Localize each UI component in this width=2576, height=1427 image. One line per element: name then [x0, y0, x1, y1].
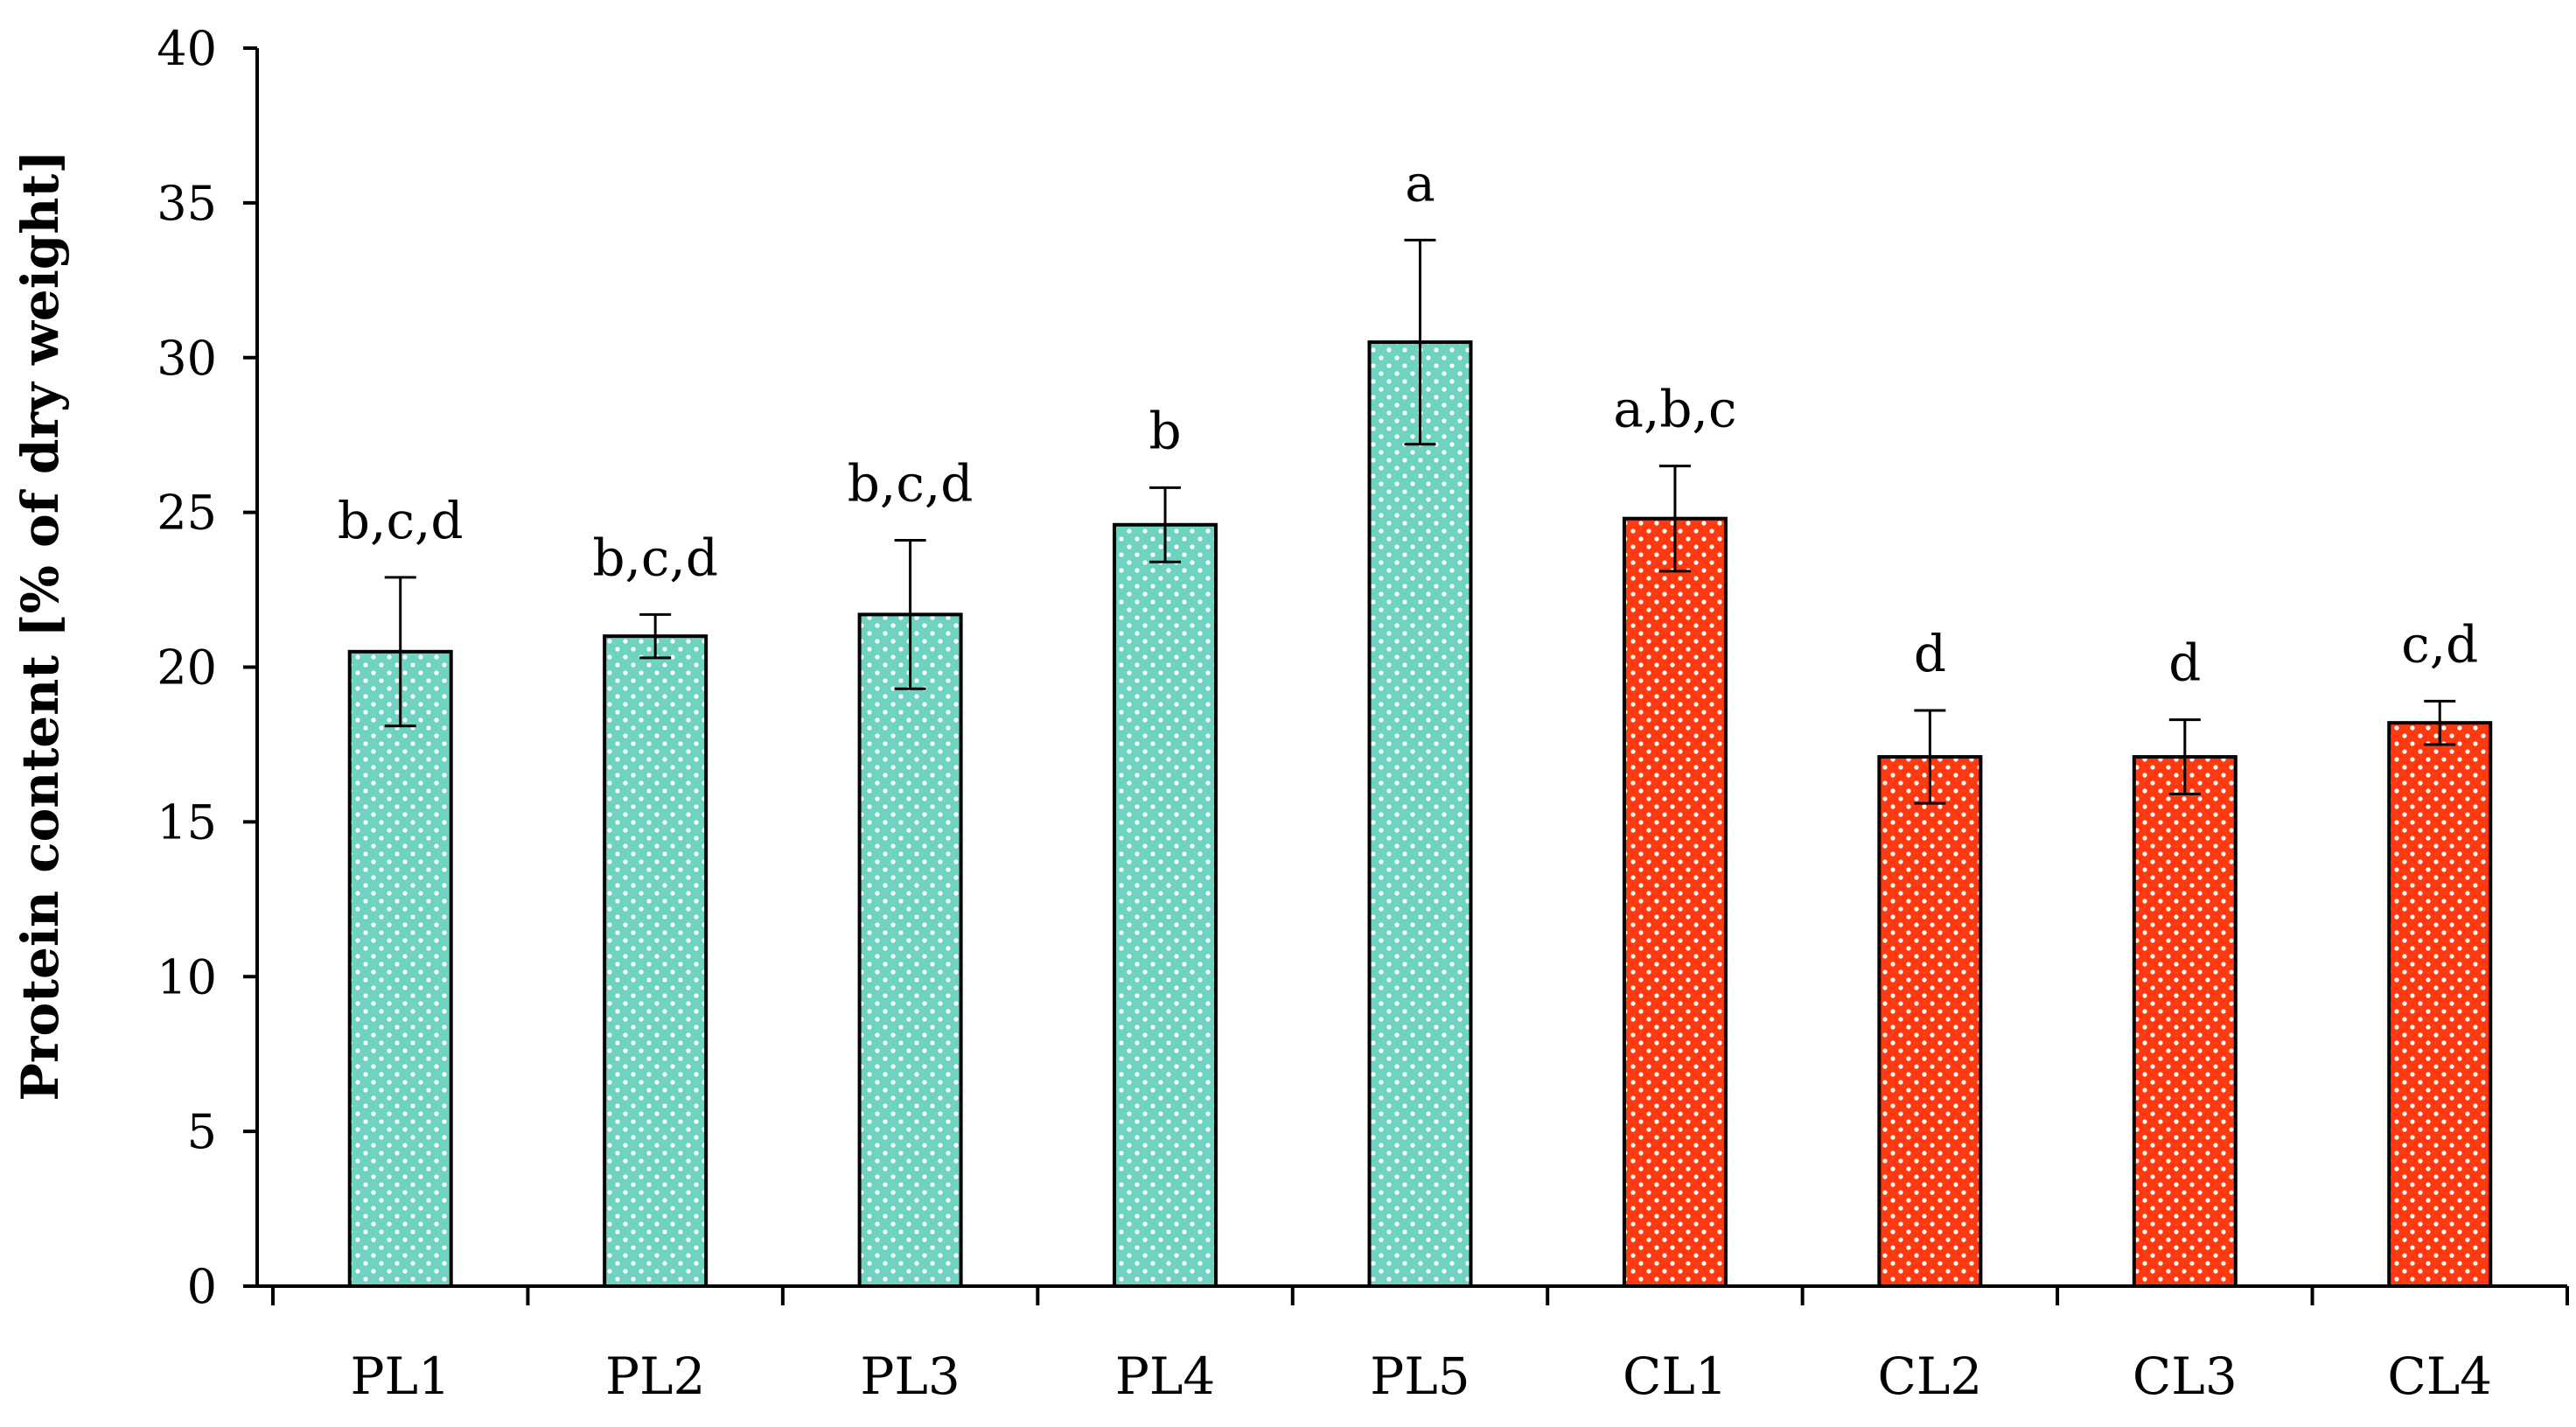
bar-pattern-cl2: [1879, 757, 1981, 1286]
y-tick-label: 30: [157, 331, 217, 386]
y-tick-label: 15: [157, 794, 217, 850]
y-axis-title: Protein content [% of dry weight]: [10, 150, 70, 1101]
y-tick-label: 0: [187, 1259, 217, 1314]
significance-label-cl2: d: [1914, 624, 1946, 683]
bar-pattern-pl5: [1369, 342, 1471, 1286]
x-tick-label-pl2: PL2: [605, 1347, 705, 1406]
y-tick-label: 5: [187, 1104, 217, 1159]
significance-label-pl2: b,c,d: [592, 528, 718, 587]
significance-label-cl3: d: [2168, 633, 2201, 693]
y-tick-label: 10: [157, 949, 217, 1004]
significance-label-pl3: b,c,d: [848, 453, 974, 513]
significance-label-cl4: c,d: [2401, 614, 2478, 674]
bar-pattern-pl4: [1114, 524, 1217, 1286]
bars: [347, 238, 2493, 1288]
y-tick-label: 40: [157, 21, 217, 76]
x-tick-label-cl4: CL4: [2387, 1347, 2492, 1406]
y-tick-label: 25: [157, 486, 217, 541]
significance-label-pl5: a: [1405, 153, 1435, 213]
x-tick-label-cl3: CL3: [2133, 1347, 2237, 1406]
x-tick-label-cl1: CL1: [1623, 1347, 1728, 1406]
y-tick-label: 35: [157, 176, 217, 231]
x-tick-label-pl3: PL3: [860, 1347, 960, 1406]
x-tick-label-pl4: PL4: [1115, 1347, 1215, 1406]
bar-pattern-cl3: [2133, 757, 2236, 1286]
bar-pattern-pl3: [859, 614, 961, 1286]
x-tick-label-pl5: PL5: [1370, 1347, 1470, 1406]
y-tick-label: 20: [157, 640, 217, 696]
y-axis-title-text: Protein content [% of dry weight]: [10, 150, 70, 1101]
bar-pattern-cl1: [1623, 518, 1726, 1286]
significance-label-pl1: b,c,d: [338, 491, 464, 550]
significance-label-pl4: b: [1148, 401, 1181, 460]
bar-pattern-cl4: [2389, 723, 2491, 1286]
significance-label-cl1: a,b,c: [1613, 380, 1736, 439]
bar-pattern-pl2: [604, 636, 707, 1286]
labels: b,c,d PL1 b,c,d PL2 b,c,d PL3 b PL4 a PL5 a,b,c CL1…: [338, 153, 2492, 1406]
bar-pattern-pl1: [349, 651, 451, 1286]
x-tick-label-cl2: CL2: [1877, 1347, 1982, 1406]
x-tick-label-pl1: PL1: [350, 1347, 450, 1406]
